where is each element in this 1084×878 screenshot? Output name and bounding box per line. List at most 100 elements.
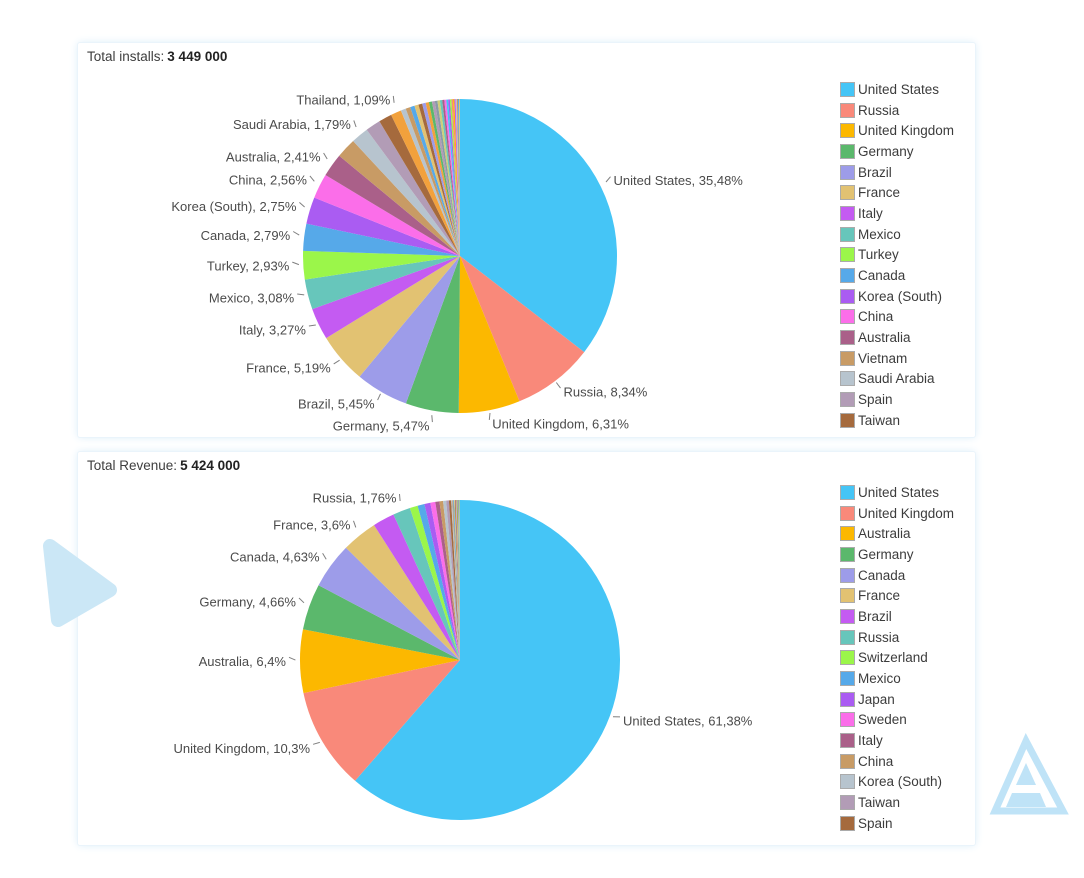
legend-item-italy[interactable]: Italy (840, 730, 954, 751)
pie-slice-italy[interactable] (435, 501, 460, 660)
pie-slice-united-kingdom[interactable] (458, 256, 520, 413)
pie-slice-other[interactable] (459, 499, 460, 660)
legend-item-china[interactable]: China (840, 307, 954, 328)
pie-slice-other[interactable] (451, 500, 460, 660)
legend-item-canada[interactable]: Canada (840, 265, 954, 286)
pie-slice-other[interactable] (457, 99, 460, 256)
pie-slice-other[interactable] (437, 100, 460, 256)
pie-slice-turkey[interactable] (302, 250, 460, 280)
legend-item-france[interactable]: France (840, 585, 954, 606)
pie-slice-other[interactable] (434, 100, 460, 256)
pie-slice-mexico[interactable] (417, 504, 460, 660)
legend-item-china[interactable]: China (840, 751, 954, 772)
legend-item-united-states[interactable]: United States (840, 482, 954, 503)
legend-item-taiwan[interactable]: Taiwan (840, 792, 954, 813)
pie-slice-australia[interactable] (325, 155, 460, 256)
legend-item-korea-south[interactable]: Korea (South) (840, 772, 954, 793)
pie-slice-other[interactable] (428, 101, 460, 256)
pie-slice-switzerland[interactable] (409, 505, 460, 660)
pie-slice-australia[interactable] (300, 629, 460, 694)
pie-slice-germany[interactable] (302, 585, 460, 660)
pie-slice-other[interactable] (452, 500, 460, 660)
pie-slice-korea-south[interactable] (306, 197, 460, 256)
legend-item-united-kingdom[interactable]: United Kingdom (840, 120, 954, 141)
legend-item-united-states[interactable]: United States (840, 79, 954, 100)
revenue-pie-chart[interactable]: Russia, 1,76% France, 3,6% Canada, 4,63% Ge… (78, 452, 975, 845)
pie-slice-other[interactable] (414, 104, 460, 256)
installs-pie-chart[interactable]: Thailand, 1,09% Saudi Arabia, 1,79% Austra… (78, 43, 975, 437)
legend-item-russia[interactable]: Russia (840, 100, 954, 121)
legend-item-france[interactable]: France (840, 182, 954, 203)
pie-slice-other[interactable] (455, 500, 460, 660)
pie-slice-other[interactable] (454, 99, 460, 256)
legend-item-russia[interactable]: Russia (840, 627, 954, 648)
pie-slice-other[interactable] (456, 99, 460, 256)
legend-item-brazil[interactable]: Brazil (840, 606, 954, 627)
legend-item-japan[interactable]: Japan (840, 689, 954, 710)
pie-slice-vietnam[interactable] (339, 141, 460, 256)
legend-item-vietnam[interactable]: Vietnam (840, 348, 954, 369)
pie-slice-taiwan[interactable] (379, 114, 460, 256)
pie-slice-other[interactable] (459, 98, 460, 256)
legend-item-turkey[interactable]: Turkey (840, 245, 954, 266)
pie-slice-other[interactable] (455, 99, 460, 256)
legend-item-switzerland[interactable]: Switzerland (840, 648, 954, 669)
legend-item-australia[interactable]: Australia (840, 327, 954, 348)
pie-slice-other[interactable] (457, 500, 460, 660)
legend-item-australia[interactable]: Australia (840, 523, 954, 544)
pie-slice-brazil[interactable] (374, 514, 460, 660)
pie-slice-korea-south[interactable] (443, 500, 460, 660)
legend-item-italy[interactable]: Italy (840, 203, 954, 224)
pie-slice-spain[interactable] (448, 500, 460, 660)
pie-slice-other[interactable] (410, 105, 460, 256)
legend-item-saudi-arabia[interactable]: Saudi Arabia (840, 369, 954, 390)
pie-slice-canada[interactable] (303, 223, 460, 256)
pie-slice-other[interactable] (425, 102, 460, 256)
pie-slice-italy[interactable] (312, 256, 460, 339)
pie-slice-other[interactable] (422, 102, 460, 256)
pie-slice-germany[interactable] (405, 256, 460, 413)
pie-slice-other[interactable] (439, 100, 460, 256)
pie-slice-russia[interactable] (460, 256, 585, 402)
pie-slice-other[interactable] (457, 500, 460, 660)
pie-slice-japan[interactable] (424, 502, 460, 660)
pie-slice-united-kingdom[interactable] (303, 660, 460, 781)
pie-slice-russia[interactable] (393, 508, 460, 660)
pie-slice-other[interactable] (446, 99, 460, 256)
pie-slice-brazil[interactable] (359, 256, 460, 404)
pie-slice-other[interactable] (453, 500, 460, 660)
legend-item-canada[interactable]: Canada (840, 565, 954, 586)
pie-slice-spain[interactable] (366, 121, 460, 257)
pie-slice-united-states[interactable] (355, 500, 621, 820)
pie-slice-other[interactable] (431, 101, 460, 256)
pie-slice-other[interactable] (449, 99, 460, 256)
pie-slice-taiwan[interactable] (446, 500, 460, 660)
legend-item-mexico[interactable]: Mexico (840, 668, 954, 689)
legend-item-germany[interactable]: Germany (840, 141, 954, 162)
pie-slice-other[interactable] (452, 99, 460, 256)
pie-slice-saudi-arabia[interactable] (353, 129, 460, 256)
pie-slice-china[interactable] (314, 175, 460, 256)
legend-item-korea-south[interactable]: Korea (South) (840, 286, 954, 307)
pie-slice-other[interactable] (418, 103, 460, 256)
pie-slice-other[interactable] (442, 99, 460, 256)
pie-slice-other[interactable] (448, 99, 460, 256)
pie-slice-thailand[interactable] (391, 110, 460, 256)
pie-slice-france[interactable] (345, 525, 460, 660)
pie-slice-other[interactable] (456, 500, 460, 660)
legend-item-spain[interactable]: Spain (840, 389, 954, 410)
pie-slice-other[interactable] (444, 99, 460, 256)
pie-slice-canada[interactable] (318, 547, 460, 660)
legend-item-germany[interactable]: Germany (840, 544, 954, 565)
legend-item-sweden[interactable]: Sweden (840, 710, 954, 731)
legend-item-mexico[interactable]: Mexico (840, 224, 954, 245)
legend-item-taiwan[interactable]: Taiwan (840, 410, 954, 431)
pie-slice-other[interactable] (454, 500, 460, 660)
pie-slice-france[interactable] (326, 256, 460, 377)
legend-item-brazil[interactable]: Brazil (840, 162, 954, 183)
pie-slice-china[interactable] (439, 500, 460, 660)
pie-slice-other[interactable] (454, 500, 460, 660)
pie-slice-united-states[interactable] (460, 99, 618, 353)
pie-slice-other[interactable] (405, 107, 460, 256)
pie-slice-other[interactable] (451, 99, 460, 256)
